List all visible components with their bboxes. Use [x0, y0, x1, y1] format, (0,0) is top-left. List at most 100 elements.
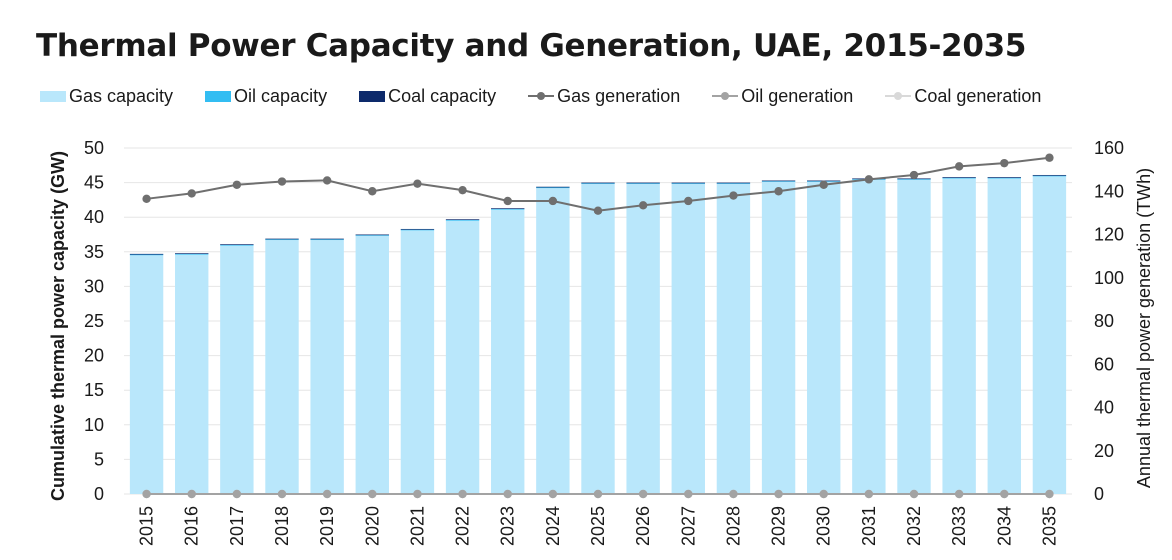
point-gas-generation [1000, 158, 1009, 168]
bar-oil-capacity [1032, 175, 1067, 177]
left-tick-label: 35 [84, 242, 104, 262]
bar-gas-capacity [175, 254, 209, 494]
point-gas-generation [593, 206, 603, 215]
point-oil-generation [729, 489, 738, 499]
chart-legend: Gas capacity Oil capacity Coal capacity Gas… [40, 84, 1073, 108]
bar-oil-capacity [220, 244, 254, 246]
bar-series [129, 174, 1067, 495]
right-tick-label: 160 [1094, 138, 1124, 158]
x-tick-label: 2024 [543, 506, 563, 546]
x-tick-label: 2031 [859, 506, 879, 546]
x-tick-label: 2026 [633, 506, 653, 546]
point-gas-generation [1045, 153, 1054, 162]
point-oil-generation [1000, 489, 1009, 499]
legend-label: Oil generation [741, 85, 854, 106]
line-series [142, 153, 1054, 499]
bar-oil-capacity [581, 183, 615, 184]
bar-coal-capacity [987, 177, 1021, 178]
x-tick-label: 2018 [272, 506, 292, 546]
left-tick-label: 50 [84, 138, 104, 158]
bar-coal-capacity [310, 238, 344, 240]
point-oil-generation [413, 489, 422, 499]
left-tick-label: 40 [84, 207, 104, 227]
bar-coal-capacity [942, 177, 976, 178]
bar-gas-capacity [310, 240, 344, 494]
x-tick-label: 2025 [588, 506, 608, 546]
bar-coal-capacity [536, 186, 570, 188]
bar-oil-capacity [987, 177, 1021, 179]
bar-gas-capacity [355, 235, 389, 494]
bar-oil-capacity [310, 239, 344, 241]
left-axis-label: Cumulative thermal power capacity (GW) [48, 151, 68, 501]
legend-item: Gas capacity [40, 86, 173, 107]
legend-item: Gas generation [528, 86, 680, 107]
point-gas-generation [684, 196, 693, 206]
bar-coal-capacity [716, 182, 751, 184]
x-axis-ticks: 2015 2016 2017 2018 2019 2020 2021 2022 2023 2024… [137, 506, 1060, 546]
point-oil-generation [187, 489, 196, 499]
point-oil-generation [774, 489, 783, 499]
point-gas-generation [548, 196, 558, 206]
bar-gas-capacity [581, 183, 615, 494]
bar-coal-capacity [400, 228, 435, 230]
bar-gas-capacity [807, 181, 841, 494]
point-oil-generation [277, 489, 287, 499]
bar-gas-capacity [626, 183, 660, 494]
point-oil-generation [909, 489, 919, 499]
bar-oil-capacity [671, 183, 705, 184]
point-oil-generation [954, 489, 964, 499]
point-oil-generation [503, 489, 512, 499]
bar-coal-capacity [175, 253, 209, 254]
bar-gas-capacity [445, 220, 480, 494]
right-tick-label: 140 [1094, 181, 1124, 201]
bar-coal-capacity [445, 219, 480, 220]
bar-oil-capacity [626, 183, 660, 184]
bar-gas-capacity [716, 183, 751, 494]
legend-swatch [528, 90, 555, 102]
bar-coal-capacity [671, 182, 705, 184]
x-tick-label: 2023 [498, 506, 518, 546]
bar-oil-capacity [400, 229, 435, 231]
x-tick-label: 2020 [362, 506, 382, 546]
bar-oil-capacity [942, 177, 976, 179]
legend-label: Gas generation [557, 85, 681, 106]
bar-oil-capacity [175, 253, 209, 255]
bar-coal-capacity [265, 238, 299, 240]
point-oil-generation [232, 489, 242, 499]
bar-gas-capacity [761, 181, 796, 494]
legend-swatch [205, 90, 232, 102]
left-tick-label: 45 [84, 173, 104, 193]
bar-coal-capacity [761, 180, 796, 182]
point-gas-generation [864, 175, 874, 184]
bar-gas-capacity [897, 179, 931, 494]
legend-item: Coal capacity [359, 86, 496, 107]
point-oil-generation [593, 489, 603, 499]
right-tick-label: 40 [1094, 398, 1114, 418]
bar-gas-capacity [536, 188, 570, 495]
bar-gas-capacity [491, 209, 525, 494]
point-gas-generation [368, 187, 377, 196]
bar-oil-capacity [897, 179, 931, 180]
x-tick-label: 2034 [994, 506, 1014, 546]
legend-item: Oil capacity [205, 86, 327, 107]
point-gas-generation [638, 201, 648, 210]
bar-gas-capacity [129, 255, 164, 494]
legend-swatch [40, 90, 66, 102]
point-oil-generation [368, 489, 377, 499]
point-gas-generation [774, 187, 783, 196]
left-tick-label: 20 [84, 346, 104, 366]
bar-oil-capacity [716, 183, 751, 184]
legend-label: Coal capacity [388, 85, 497, 106]
point-gas-generation [142, 194, 151, 204]
bar-oil-capacity [129, 254, 164, 256]
right-axis-label: Annual thermal power generation (TWh) [1134, 168, 1154, 488]
bar-coal-capacity [355, 234, 389, 236]
x-tick-label: 2033 [949, 506, 969, 546]
legend-label: Gas capacity [69, 85, 174, 106]
x-tick-label: 2032 [904, 506, 924, 546]
legend-swatch [359, 90, 386, 102]
left-tick-label: 25 [84, 311, 104, 331]
bar-oil-capacity [355, 235, 389, 236]
legend-swatch [885, 90, 912, 102]
